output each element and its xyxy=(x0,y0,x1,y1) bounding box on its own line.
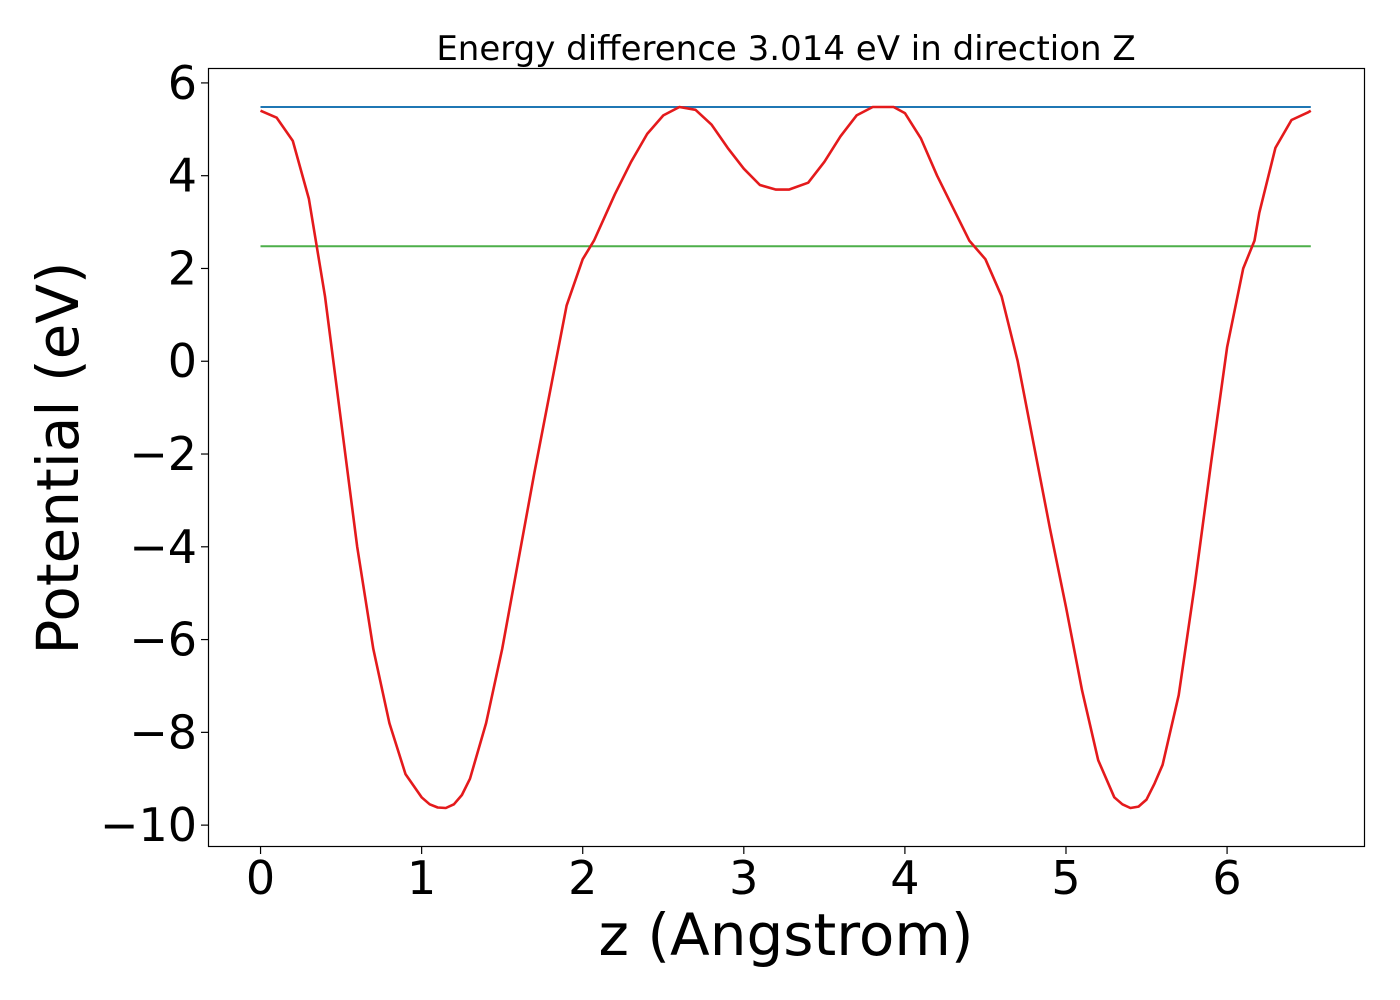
y-tick-label: −6 xyxy=(129,613,197,667)
y-tick-label: 2 xyxy=(168,241,197,295)
y-axis-label: Potential (eV) xyxy=(24,261,92,654)
x-axis: 0 1 2 3 4 5 6 xyxy=(246,846,1242,905)
x-axis-label: z (Angstrom) xyxy=(599,901,974,969)
y-tick-label: 6 xyxy=(168,56,197,110)
x-tick-label: 3 xyxy=(729,851,758,905)
x-tick-label: 2 xyxy=(568,851,597,905)
y-tick-label: 4 xyxy=(168,149,197,203)
y-tick-label: −4 xyxy=(129,520,197,574)
y-axis: 6 4 2 0 −2 −4 −6 −8 −10 xyxy=(100,56,209,852)
chart-title: Energy difference 3.014 eV in direction … xyxy=(436,29,1135,69)
series-line-0 xyxy=(259,105,1312,810)
x-tick-label: 5 xyxy=(1051,851,1080,905)
y-tick-label: −8 xyxy=(129,705,197,759)
series-layer xyxy=(259,105,1312,810)
x-tick-label: 4 xyxy=(890,851,919,905)
x-tick-label: 6 xyxy=(1212,851,1241,905)
y-tick-label: −10 xyxy=(100,798,197,852)
y-tick-label: 0 xyxy=(168,334,197,388)
x-tick-label: 1 xyxy=(407,851,436,905)
plot-frame xyxy=(207,67,1366,848)
y-tick-label: −2 xyxy=(129,427,197,481)
x-tick-label: 0 xyxy=(246,851,275,905)
